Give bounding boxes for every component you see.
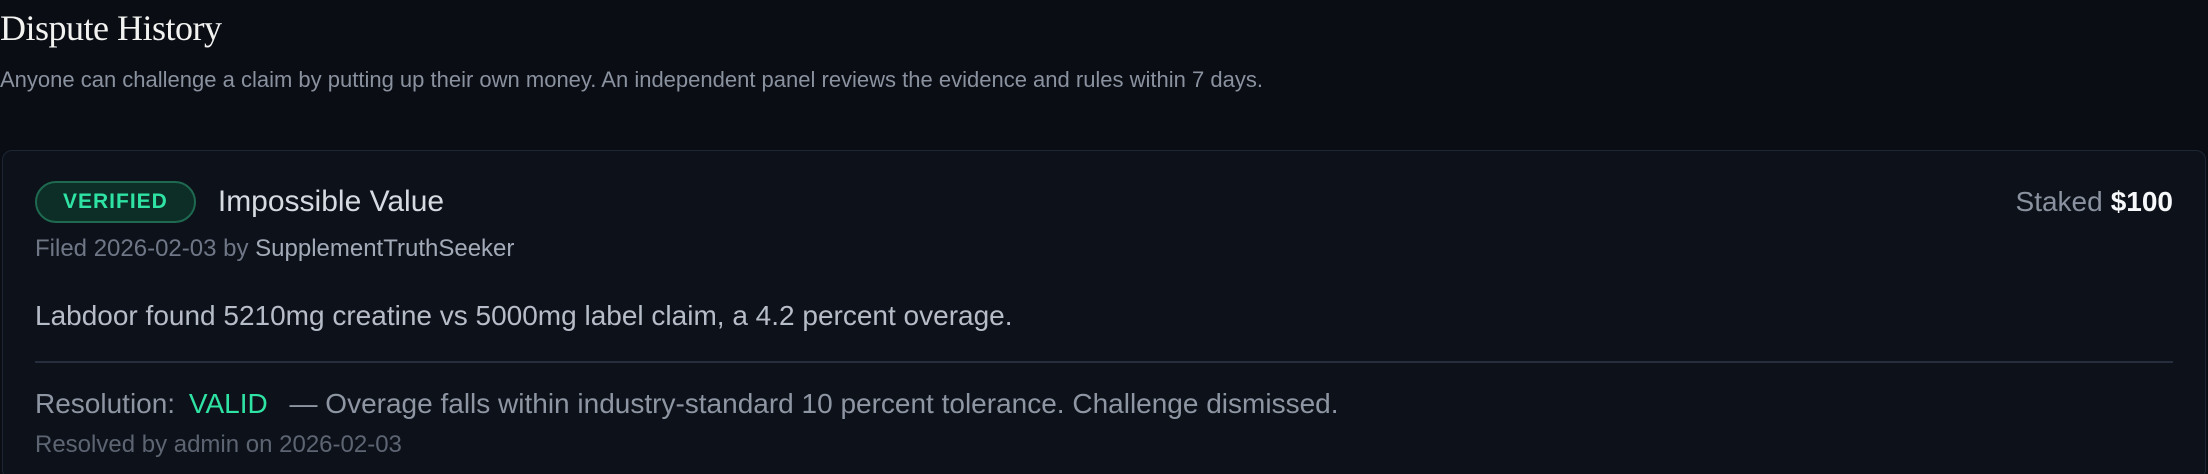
resolution-divider bbox=[35, 361, 2173, 363]
staked-amount: $100 bbox=[2110, 186, 2173, 217]
page-subtitle: Anyone can challenge a claim by putting … bbox=[0, 67, 1263, 92]
filed-meta: Filed 2026-02-03 by bbox=[35, 235, 249, 262]
dispute-claim-title: Impossible Value bbox=[217, 185, 445, 218]
dispute-claim-text: Labdoor found 5210mg creatine vs 5000mg … bbox=[35, 300, 1013, 331]
resolution-label: Resolution: bbox=[35, 388, 176, 419]
resolved-note: Resolved by admin on 2026-02-03 bbox=[35, 431, 402, 458]
filed-line: Filed 2026-02-03 by SupplementTruthSeeke… bbox=[35, 235, 2173, 263]
staked-info: Staked $100 bbox=[2016, 186, 2173, 218]
staked-label: Staked bbox=[2015, 186, 2103, 217]
resolution-line: Resolution: VALID — Overage falls within… bbox=[35, 387, 2173, 421]
resolution-verdict: VALID bbox=[188, 388, 268, 419]
dispute-card-header: VERIFIED Impossible Value Staked $100 bbox=[35, 181, 2173, 223]
status-badge: VERIFIED bbox=[35, 181, 196, 223]
filed-by-username: SupplementTruthSeeker bbox=[255, 235, 515, 262]
dispute-card: VERIFIED Impossible Value Staked $100 Fil… bbox=[2, 150, 2206, 474]
dispute-card-header-left: VERIFIED Impossible Value bbox=[35, 181, 444, 223]
page-title: Dispute History bbox=[0, 8, 222, 48]
resolution-text: — Overage falls within industry-standard… bbox=[289, 388, 1339, 419]
